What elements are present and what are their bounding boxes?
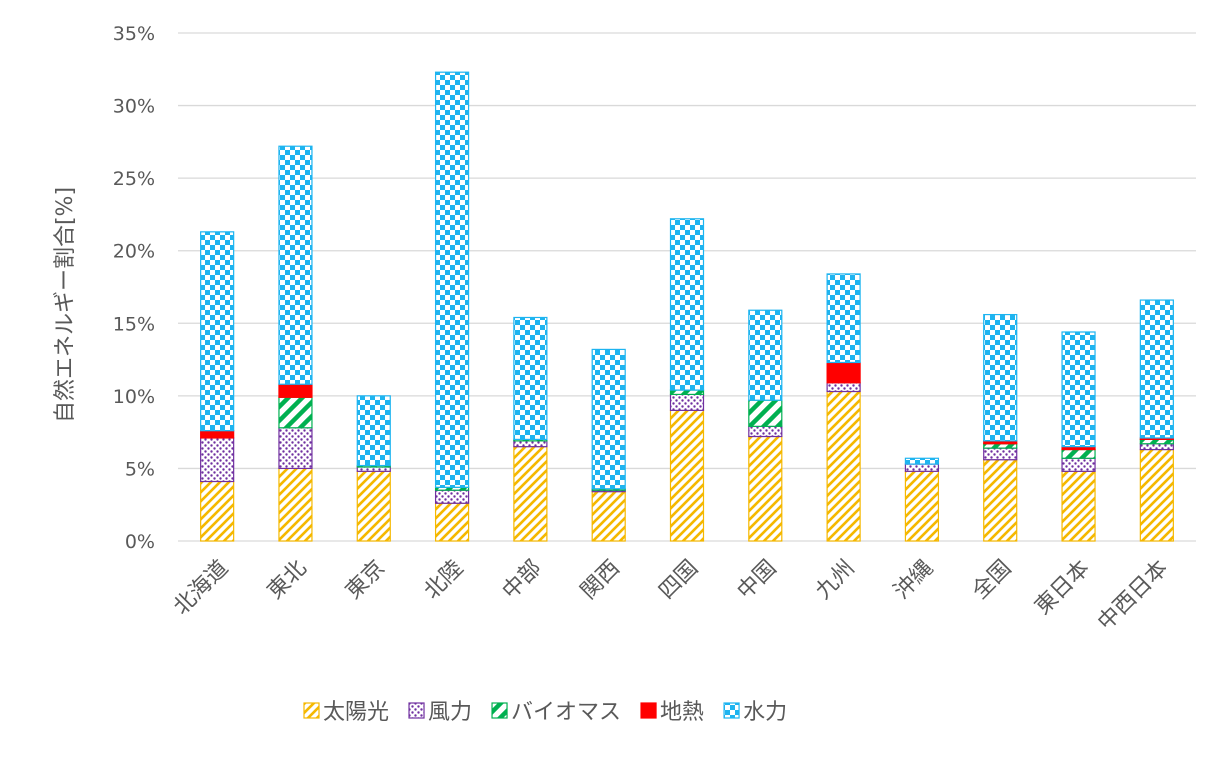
bar-segment: [356, 470, 391, 542]
y-tick-label: 10%: [113, 386, 155, 408]
bar-segment: [904, 463, 940, 472]
bar-segment: [200, 480, 235, 542]
bar-segment: [1139, 299, 1174, 439]
bar-segment: [1139, 443, 1174, 451]
legend-swatch: [408, 702, 425, 719]
x-category-label: 中西日本: [1093, 556, 1173, 636]
bar-segment: [278, 396, 313, 429]
x-category-label: 東北: [263, 556, 312, 605]
x-category-label: 関西: [576, 556, 625, 605]
bar-segment: [983, 447, 1018, 461]
bar-segment: [200, 437, 235, 483]
legend-item: 太陽光: [303, 700, 389, 725]
bar-segment: [434, 71, 470, 488]
bar-segment: [826, 273, 861, 364]
bar-segment: [669, 393, 705, 411]
legend-label: 水力: [743, 700, 787, 725]
x-category-label: 北陸: [420, 556, 469, 605]
y-tick-label: 20%: [113, 241, 155, 263]
bar-segment: [1061, 457, 1096, 472]
legend: 太陽光 風力 バイオマス 地熱 水力: [303, 700, 787, 725]
bar-segment: [1139, 438, 1174, 445]
bars: [200, 71, 1174, 542]
y-tick-label: 0%: [125, 531, 155, 553]
bar-segment: [356, 466, 391, 472]
bar-segment: [278, 145, 313, 385]
legend-item: 地熱: [640, 700, 704, 725]
y-tick-label: 35%: [113, 23, 155, 45]
x-category-label: 中国: [733, 556, 782, 605]
legend-label: バイオマス: [511, 700, 621, 725]
bar-segment: [826, 390, 861, 542]
bar-segment: [748, 399, 783, 427]
bar-segment: [669, 218, 705, 391]
legend-item: 風力: [408, 700, 472, 725]
x-category-label: 九州: [811, 556, 860, 605]
bar-segment: [748, 309, 783, 401]
legend-swatch: [303, 702, 320, 719]
bar-segment: [983, 313, 1018, 442]
bar-segment: [826, 361, 861, 384]
bar-segment: [983, 459, 1018, 542]
y-axis-tick-labels: 0% 5% 10% 15% 20% 25% 30% 35%: [113, 23, 155, 553]
legend-label: 太陽光: [323, 700, 389, 725]
bar-segment: [591, 491, 626, 542]
bar-segment: [278, 467, 313, 542]
legend-item: 水力: [723, 700, 787, 725]
x-category-label: 四国: [654, 556, 703, 605]
bar-segment: [513, 316, 548, 441]
bar-segment: [748, 425, 783, 438]
x-category-label: 中部: [498, 556, 547, 605]
bar-segment: [826, 382, 861, 393]
bar-segment: [669, 409, 705, 542]
legend-swatch: [723, 702, 740, 719]
y-tick-label: 25%: [113, 168, 155, 190]
x-category-label: 北海道: [169, 556, 233, 620]
legend-swatch: [491, 702, 508, 719]
bar-segment: [278, 427, 313, 470]
bar-segment: [1061, 448, 1096, 459]
legend-label: 地熱: [660, 700, 704, 725]
legend-label: 風力: [428, 700, 472, 725]
bar-segment: [1061, 331, 1096, 448]
y-axis-label: 自然エネルギー割合[%]: [53, 187, 78, 423]
bar-segment: [904, 470, 940, 542]
x-category-label: 沖縄: [889, 556, 938, 605]
bar-segment: [434, 489, 470, 504]
y-tick-label: 5%: [125, 458, 155, 480]
bar-segment: [983, 443, 1018, 449]
bar-segment: [904, 457, 940, 465]
bar-segment: [1139, 448, 1174, 542]
y-tick-label: 15%: [113, 313, 155, 335]
bar-segment: [591, 348, 626, 490]
bar-segment: [434, 502, 470, 542]
legend-swatch: [640, 702, 657, 719]
bar-segment: [669, 389, 705, 396]
bar-segment: [513, 440, 548, 448]
bar-segment: [513, 446, 548, 542]
legend-item: バイオマス: [491, 700, 621, 725]
x-category-label: 東京: [341, 556, 390, 605]
bar-segment: [200, 231, 235, 432]
x-category-label: 東日本: [1030, 556, 1094, 620]
y-tick-label: 30%: [113, 96, 155, 118]
x-category-label: 全国: [968, 556, 1017, 605]
bar-segment: [1061, 470, 1096, 542]
bar-segment: [356, 395, 391, 467]
bar-segment: [278, 383, 313, 398]
bar-segment: [748, 435, 783, 542]
bar-segment: [200, 430, 235, 439]
